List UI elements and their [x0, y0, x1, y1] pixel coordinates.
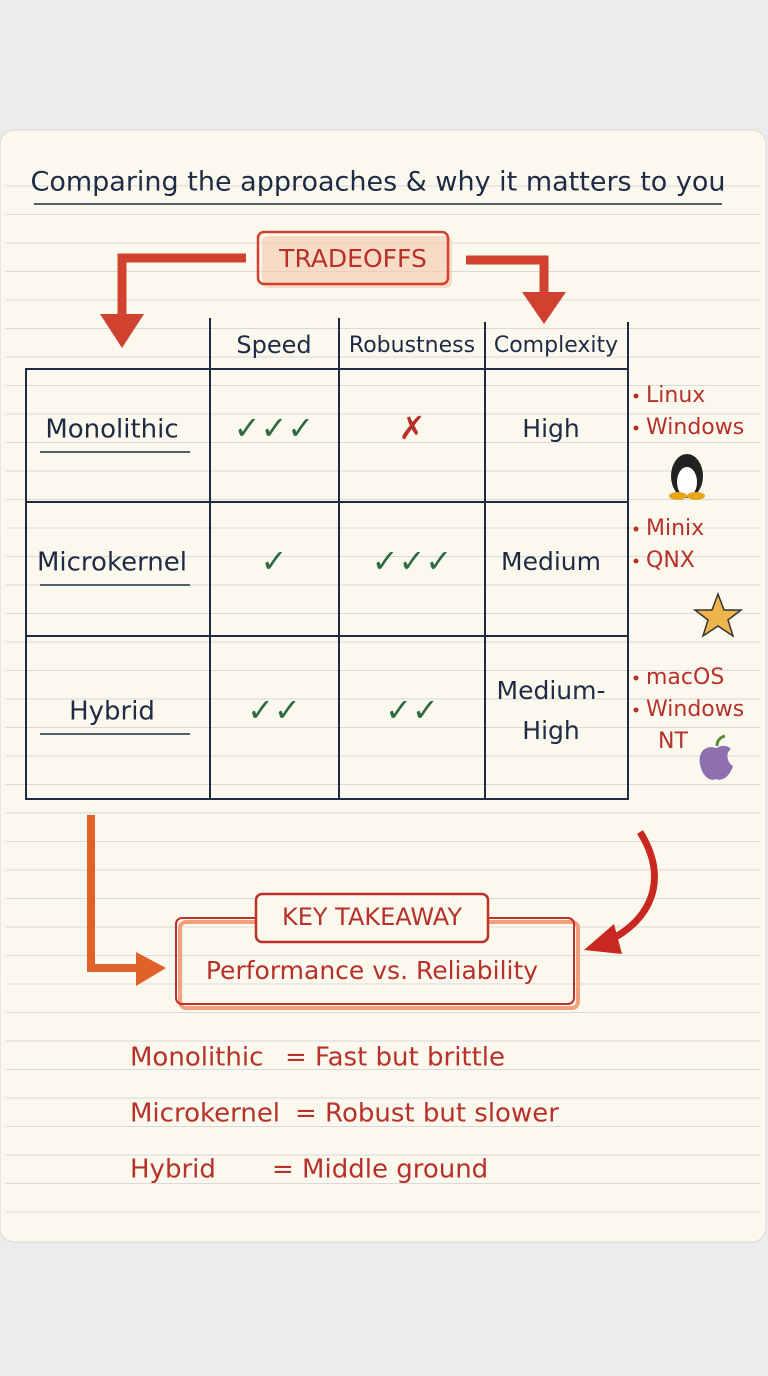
table-grid — [25, 318, 629, 800]
takeaway-label-box — [254, 892, 490, 944]
arrow-head — [136, 952, 166, 986]
robustness-rating: ✓✓ — [385, 691, 439, 729]
bullet — [633, 393, 639, 399]
robustness-rating: ✓✓✓ — [372, 542, 452, 580]
takeaway-text: Performance vs. Reliability — [206, 956, 538, 985]
bullet — [633, 675, 639, 681]
arrow-bottom-right — [608, 830, 658, 944]
tag-highlight — [262, 236, 452, 288]
speed-rating: ✓ — [261, 542, 288, 580]
column-header: Robustness — [349, 333, 475, 358]
example: macOS — [646, 665, 724, 690]
summary-term: Hybrid — [130, 1155, 216, 1185]
arrow-bottom-left — [87, 815, 140, 972]
robustness-rating: ✗ — [399, 409, 426, 447]
arrow-left — [117, 253, 246, 318]
summary-term: Microkernel — [130, 1099, 280, 1129]
speed-rating: ✓✓ — [247, 691, 301, 729]
takeaway-label: KEY TAKEAWAY — [282, 903, 462, 931]
complexity: Medium- — [497, 676, 606, 705]
row-name: Hybrid — [69, 697, 155, 727]
ruled-lines — [6, 185, 760, 1213]
column-header: Speed — [236, 331, 311, 359]
speed-rating: ✓✓✓ — [234, 409, 314, 447]
bullet — [633, 526, 639, 532]
arrow-head — [522, 292, 566, 324]
summary-term: Monolithic — [130, 1043, 263, 1073]
summary-desc: = Middle ground — [272, 1155, 488, 1185]
example: Linux — [646, 383, 705, 408]
example: Minix — [646, 516, 704, 541]
example: NT — [658, 729, 688, 754]
column-header: Complexity — [494, 333, 618, 358]
summary-desc: = Robust but slower — [295, 1099, 559, 1129]
row-name: Monolithic — [45, 415, 178, 445]
arrow-head — [584, 924, 622, 954]
star-icon — [692, 591, 744, 638]
bullet — [633, 425, 639, 431]
summary-desc: = Fast but brittle — [285, 1043, 505, 1073]
bullet — [633, 707, 639, 713]
arrow-right — [466, 255, 549, 296]
title: Comparing the approaches & why it matter… — [30, 167, 725, 198]
example: QNX — [646, 548, 695, 573]
row-name: Microkernel — [37, 548, 187, 578]
penguin-icon — [669, 454, 705, 500]
tag: TRADEOFFS — [278, 244, 427, 273]
example: Windows — [646, 415, 744, 440]
bullet — [633, 558, 639, 564]
arrow-head — [100, 314, 144, 348]
complexity: Medium — [501, 547, 601, 576]
complexity: High — [522, 716, 579, 745]
complexity: High — [522, 414, 579, 443]
example: Windows — [646, 697, 744, 722]
tag-box — [256, 230, 450, 286]
apple-icon — [699, 734, 733, 780]
